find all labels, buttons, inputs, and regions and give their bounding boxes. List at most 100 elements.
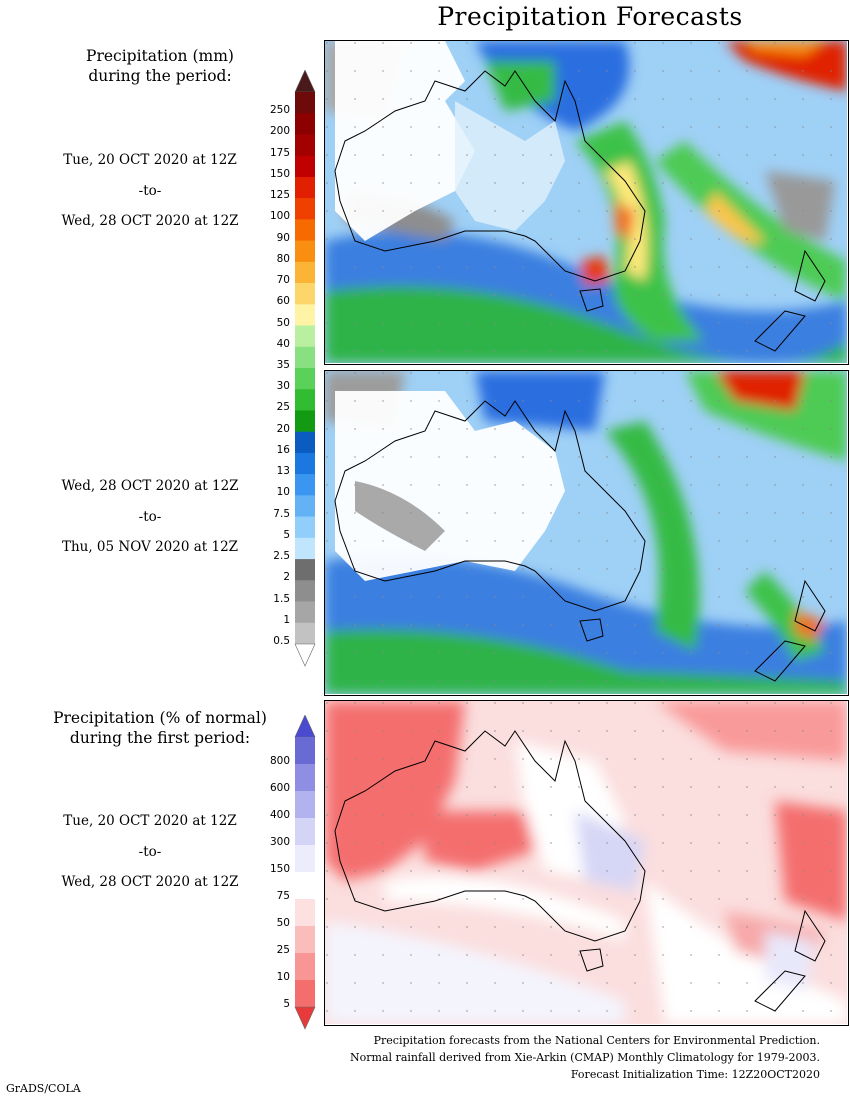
precip-colorbar-swatch [295, 113, 315, 135]
precip-colorbar-tick-label: 35 [276, 359, 290, 371]
precip-colorbar-swatch [295, 325, 315, 348]
percent-normal-colorbar [294, 715, 316, 1030]
precip-colorbar-swatch [295, 410, 315, 432]
footer-source-line: Precipitation forecasts from the Nationa… [373, 1034, 820, 1047]
precip-colorbar-swatch [295, 389, 315, 411]
forecast-map-period-1 [324, 40, 849, 365]
precip-percent-heading-line2: during the first period: [69, 729, 251, 747]
precip-colorbar-tick-label: 30 [276, 380, 290, 393]
precip-colorbar-tick-label: 100 [269, 210, 290, 223]
precip-colorbar-tick-label: 1.5 [273, 592, 290, 605]
precip-colorbar-swatch [295, 346, 315, 369]
precip-colorbar-tick-label: 16 [276, 443, 290, 456]
precip-colorbar-swatch [295, 474, 315, 496]
precip-colorbar-tick-label: 175 [269, 146, 290, 159]
percent-normal-colorbar-tick-label: 400 [269, 809, 290, 821]
percent-normal-colorbar-tick-label: 600 [269, 782, 290, 794]
precip-colorbar-swatch [295, 580, 315, 602]
precip-colorbar-swatch [295, 261, 315, 284]
precip-colorbar-tick-label: 50 [276, 316, 290, 329]
percent-normal-colorbar-swatch [295, 764, 315, 792]
precip-colorbar-tick-label: 13 [276, 465, 290, 478]
precip-colorbar-swatch [295, 240, 315, 263]
percent-normal-colorbar-swatch [295, 980, 315, 1008]
precip-colorbar-swatch [295, 219, 315, 241]
precip-colorbar-tick-label: 250 [269, 104, 290, 117]
precip-colorbar-bottom-arrow [294, 643, 316, 667]
precip-colorbar-swatch [295, 304, 315, 326]
percent-normal-colorbar-swatch [295, 791, 315, 819]
precip-colorbar-tick-label: 7.5 [273, 507, 290, 520]
period-3-end: Wed, 28 OCT 2020 at 12Z [61, 874, 239, 890]
precip-colorbar-swatch [295, 92, 315, 114]
percent-normal-colorbar-swatch [295, 899, 315, 927]
footer-init-time: Forecast Initialization Time: 12Z20OCT20… [570, 1068, 820, 1081]
precip-percent-heading-line1: Precipitation (% of normal) [53, 709, 267, 727]
precip-colorbar-swatch [295, 283, 315, 305]
precip-colorbar-top-arrow [294, 70, 316, 93]
precip-colorbar-tick-label: 1 [283, 613, 290, 626]
precip-colorbar-swatch [295, 495, 315, 517]
precip-colorbar-swatch [295, 198, 315, 220]
period-1-end: Wed, 28 OCT 2020 at 12Z [61, 213, 239, 229]
period-2-end: Thu, 05 NOV 2020 at 12Z [61, 539, 239, 555]
precip-colorbar-swatch [295, 155, 315, 178]
precip-mm-heading: Precipitation (mm) during the period: [10, 46, 310, 86]
precip-colorbar-swatch [295, 622, 315, 645]
period-1-start: Tue, 20 OCT 2020 at 12Z [63, 152, 237, 168]
precip-colorbar-swatch [295, 516, 315, 539]
precip-colorbar-swatch [295, 452, 315, 475]
precip-colorbar-tick-label: 2 [283, 571, 290, 584]
percent-normal-colorbar-tick-label: 50 [276, 917, 290, 929]
precip-colorbar-swatch [295, 431, 315, 454]
percent-normal-colorbar-tick-label: 800 [269, 755, 290, 767]
percent-normal-colorbar-tick-label: 75 [276, 890, 290, 902]
precip-colorbar [294, 70, 316, 667]
percent-normal-colorbar-tick-label: 5 [283, 998, 290, 1010]
precip-colorbar-tick-label: 80 [276, 252, 290, 265]
precip-colorbar-swatch [295, 537, 315, 560]
forecast-map-period-2 [324, 370, 849, 696]
period-3-separator: -to- [138, 844, 162, 860]
percent-normal-colorbar-tick-label: 10 [276, 971, 290, 983]
page-title: Precipitation Forecasts [437, 2, 743, 31]
percent-normal-colorbar-swatch [295, 818, 315, 846]
precip-colorbar-tick-label: 90 [276, 231, 290, 244]
precip-mm-heading-line1: Precipitation (mm) [86, 47, 234, 65]
percent-normal-colorbar-swatch [295, 926, 315, 954]
period-3-start: Tue, 20 OCT 2020 at 12Z [63, 813, 237, 829]
percent-normal-colorbar-tick-label: 25 [276, 944, 290, 956]
percent-normal-colorbar-tick-label: 150 [269, 863, 290, 875]
precip-colorbar-tick-label: 125 [269, 189, 290, 202]
precip-colorbar-tick-label: 25 [276, 401, 290, 414]
precip-colorbar-tick-label: 40 [276, 337, 290, 350]
percent-normal-colorbar-swatch [295, 953, 315, 981]
precip-colorbar-swatch [295, 134, 315, 156]
precip-colorbar-tick-label: 70 [276, 274, 290, 287]
precip-colorbar-swatch [295, 176, 315, 199]
percent-normal-colorbar-swatch [295, 845, 315, 873]
period-1-separator: -to- [138, 183, 162, 199]
precip-colorbar-tick-label: 150 [269, 167, 290, 180]
precip-percent-heading: Precipitation (% of normal) during the f… [10, 708, 310, 748]
precip-colorbar-tick-label: 200 [269, 125, 290, 138]
precip-colorbar-tick-label: 5 [283, 528, 290, 541]
percent-normal-colorbar-swatch [295, 737, 315, 765]
precip-colorbar-swatch [295, 559, 315, 581]
percent-normal-map [324, 700, 849, 1026]
precip-mm-heading-line2: during the period: [88, 67, 232, 85]
percent-normal-colorbar-bottom-arrow [294, 1006, 316, 1030]
percent-normal-colorbar-swatch [295, 872, 315, 900]
period-2-separator: -to- [138, 509, 162, 525]
precip-colorbar-tick-label: 20 [276, 422, 290, 435]
percent-normal-colorbar-top-arrow [294, 715, 316, 738]
precip-colorbar-tick-label: 2.5 [273, 550, 290, 563]
precip-colorbar-swatch [295, 601, 315, 624]
percent-normal-colorbar-tick-label: 300 [269, 836, 290, 848]
precip-colorbar-swatch [295, 368, 315, 390]
grads-credit: GrADS/COLA [6, 1082, 81, 1095]
precip-colorbar-tick-label: 60 [276, 295, 290, 308]
footer-climatology-line: Normal rainfall derived from Xie-Arkin (… [350, 1051, 820, 1064]
precip-colorbar-tick-label: 0.5 [273, 635, 290, 647]
precip-colorbar-tick-label: 10 [276, 486, 290, 499]
